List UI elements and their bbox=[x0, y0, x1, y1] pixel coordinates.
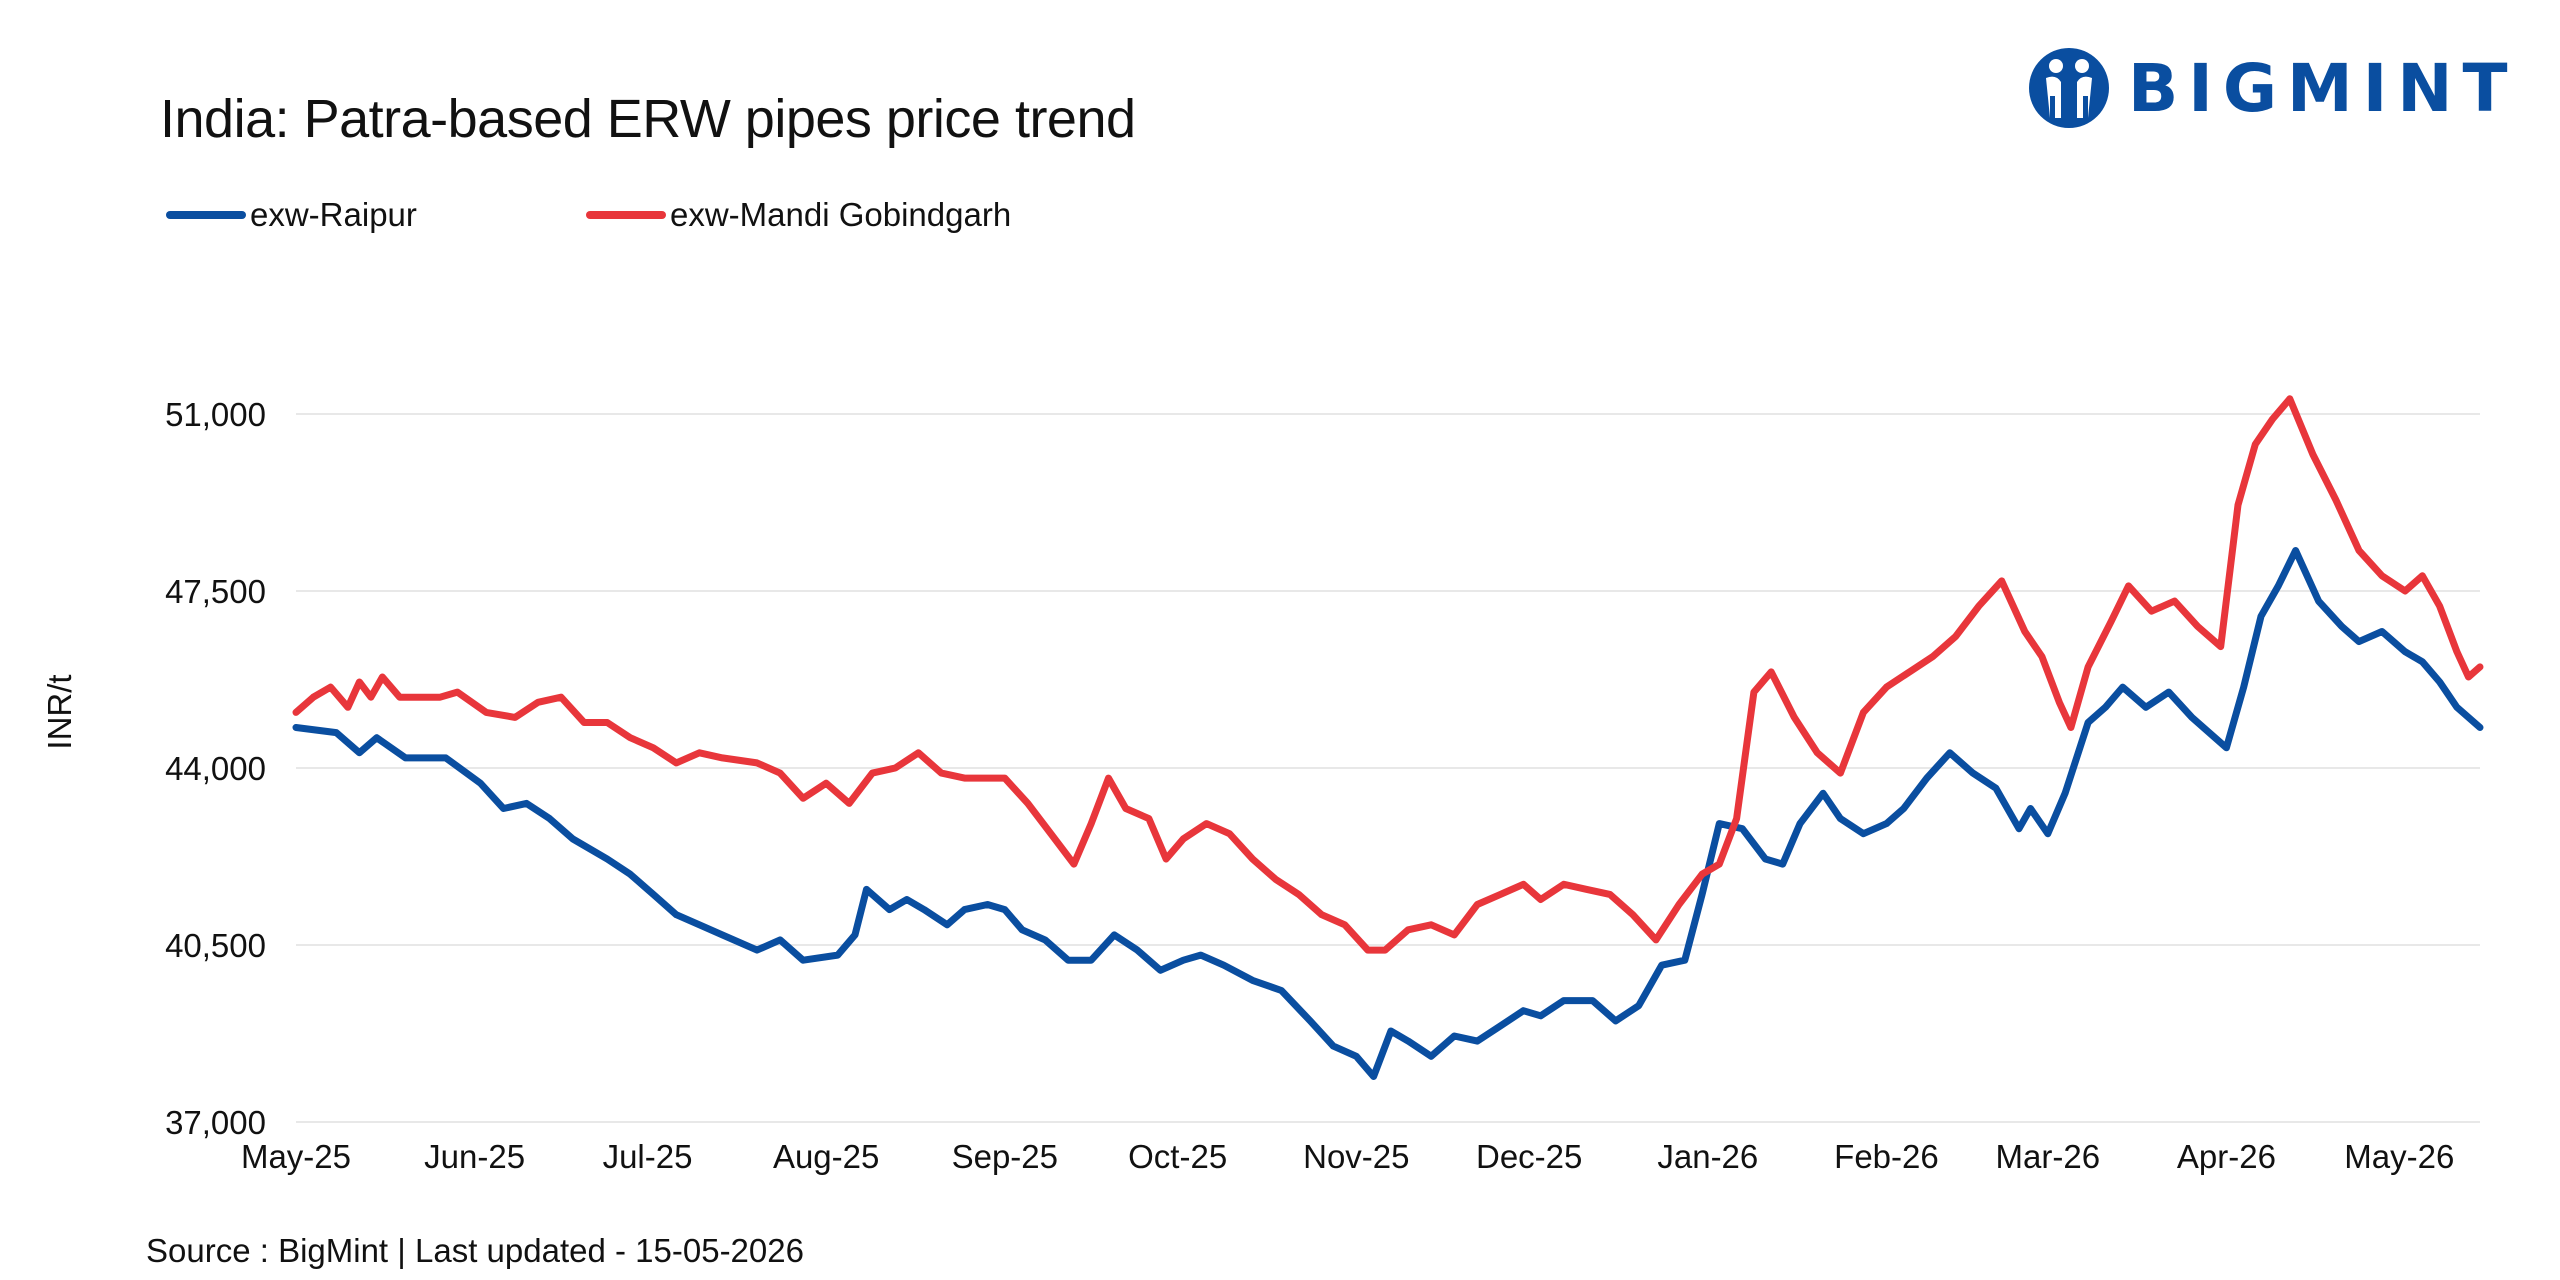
x-tick-label: Jan-26 bbox=[1657, 1138, 1758, 1175]
y-tick-label: 40,500 bbox=[165, 927, 266, 964]
brand-name: BIGMINT bbox=[2128, 49, 2518, 127]
legend: exw-Raipur exw-Mandi Gobindgarh bbox=[166, 196, 1011, 234]
x-tick-label: Aug-25 bbox=[773, 1138, 879, 1175]
bigmint-logo-icon bbox=[2029, 48, 2109, 128]
y-tick-label: 37,000 bbox=[165, 1104, 266, 1141]
x-tick-label: Jul-25 bbox=[603, 1138, 693, 1175]
x-tick-label: Oct-25 bbox=[1128, 1138, 1227, 1175]
x-tick-label: Jun-25 bbox=[424, 1138, 525, 1175]
x-tick-label: Sep-25 bbox=[952, 1138, 1058, 1175]
chart-title: India: Patra-based ERW pipes price trend bbox=[160, 89, 1136, 149]
brand-logo: BIGMINT bbox=[2028, 44, 2518, 132]
x-tick-label: Nov-25 bbox=[1303, 1138, 1409, 1175]
y-axis-ticks: 37,000 40,500 44,000 47,500 51,000 bbox=[165, 396, 266, 1141]
source-note: Source : BigMint | Last updated - 15-05-… bbox=[146, 1232, 804, 1269]
y-tick-label: 51,000 bbox=[165, 396, 266, 433]
y-tick-label: 47,500 bbox=[165, 573, 266, 610]
grid-lines bbox=[296, 413, 2480, 1123]
legend-swatch-raipur bbox=[166, 211, 246, 219]
x-tick-label: Feb-26 bbox=[1834, 1138, 1939, 1175]
x-tick-label: May-25 bbox=[241, 1138, 351, 1175]
legend-label-raipur: exw-Raipur bbox=[250, 196, 417, 233]
y-tick-label: 44,000 bbox=[165, 750, 266, 787]
x-tick-label: Dec-25 bbox=[1476, 1138, 1582, 1175]
legend-label-gobindgarh: exw-Mandi Gobindgarh bbox=[670, 196, 1012, 233]
legend-swatch-gobindgarh bbox=[586, 211, 666, 219]
x-tick-label: Apr-26 bbox=[2177, 1138, 2276, 1175]
x-axis-ticks: May-25 Jun-25 Jul-25 Aug-25 Sep-25 Oct-25 Nov-… bbox=[241, 1138, 2454, 1175]
series-line-gobindgarh bbox=[292, 395, 2484, 954]
series-line-raipur bbox=[292, 547, 2484, 1080]
series-lines bbox=[292, 395, 2484, 1080]
legend-item-gobindgarh: exw-Mandi Gobindgarh bbox=[586, 196, 1011, 234]
legend-item-raipur: exw-Raipur bbox=[166, 196, 417, 234]
x-tick-label: Mar-26 bbox=[1996, 1138, 2101, 1175]
x-tick-label: May-26 bbox=[2344, 1138, 2454, 1175]
